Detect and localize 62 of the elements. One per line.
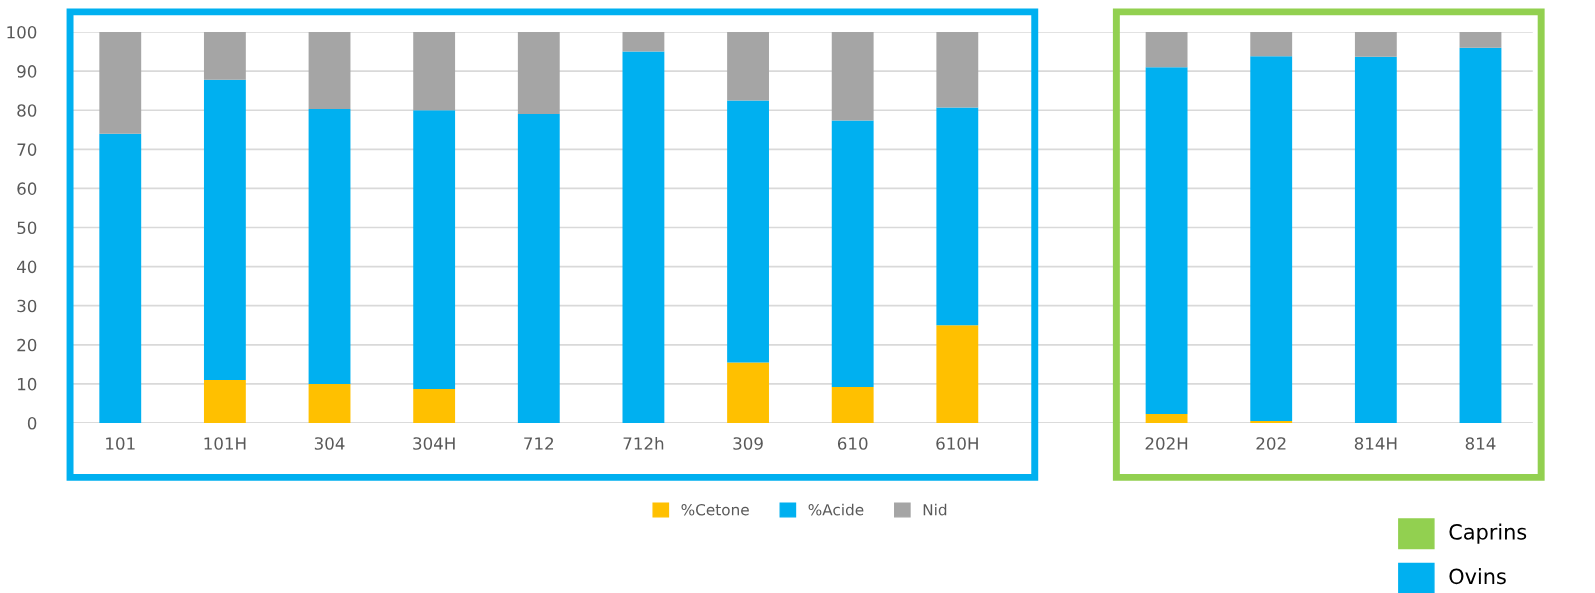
bar [831,120,874,388]
x-tick-label: 304 [314,437,345,450]
x-tick-label: 101H [204,437,246,450]
bar [1145,413,1188,423]
bar [413,388,456,423]
y-tick-label: 20 [17,338,37,352]
legend-label: %Cetone [681,503,749,516]
bar [517,32,560,115]
x-tick-label: 814H [1354,437,1397,450]
y-tick-label: 80 [17,104,37,117]
bar [99,32,142,134]
bar [203,32,246,80]
bar [203,79,246,380]
y-tick-label: 30 [17,299,37,313]
bar [622,32,665,52]
text: Ovins [1449,568,1506,585]
x-tick-label: 309 [733,437,763,450]
bar [1250,32,1293,57]
x-tick-label: 101 [106,437,135,450]
bar [936,107,979,326]
legend-label: Nid [923,503,947,516]
bar [99,133,142,423]
y-tick-label: 0 [27,416,37,430]
bar [727,362,769,423]
bar [936,32,979,108]
bar [622,51,665,423]
bar [308,32,351,110]
bar [727,32,769,101]
text: Caprins [1449,523,1527,544]
bar [308,383,351,423]
x-tick-label: 610H [936,437,978,450]
bar [727,100,769,363]
x-tick-label: 202H [1145,437,1188,450]
bar [936,325,979,423]
bar [1459,32,1502,48]
bar [413,110,456,389]
x-tick-label: 202 [1256,437,1286,450]
x-tick-label: 610 [837,437,868,450]
bar [1145,32,1188,68]
y-tick-label: 70 [17,143,37,156]
bar [308,109,351,384]
y-tick-label: 100 [7,25,37,39]
bar [203,379,246,423]
bar [1250,56,1293,422]
bar [1354,56,1397,423]
bar [1354,32,1397,57]
x-tick-label: 814 [1465,437,1496,450]
y-tick-label: 50 [17,221,37,235]
bar [1145,67,1188,414]
y-tick-label: 60 [17,182,37,195]
bar [517,114,560,423]
x-tick-label: 712h [623,436,664,450]
bar [831,387,874,423]
bar [1459,47,1502,423]
y-tick-label: 90 [17,65,37,78]
bar [831,32,874,121]
x-tick-label: 304H [413,437,455,450]
legend-label: %Acide [808,503,864,516]
y-tick-label: 40 [17,260,37,274]
bar [413,32,456,111]
x-tick-label: 712 [524,437,554,450]
y-tick-label: 10 [18,377,37,391]
